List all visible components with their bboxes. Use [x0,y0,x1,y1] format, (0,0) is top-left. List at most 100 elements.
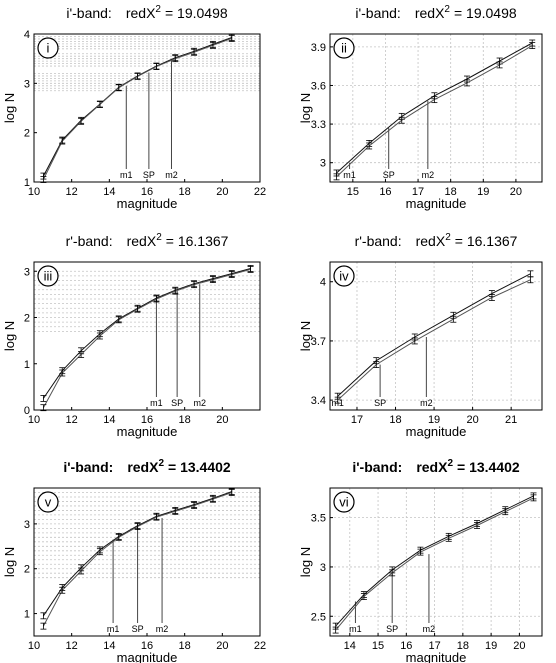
title-exponent: 2 [158,458,164,469]
series-line-2 [336,45,533,178]
marker-label-m2: m2 [422,170,435,180]
data-point [40,404,47,412]
data-point [96,332,103,340]
x-tick-label: 19 [485,640,497,652]
x-tick-label: 20 [513,640,525,652]
title-band: r'-band: [355,233,402,249]
x-tick-label: 18 [457,640,469,652]
series-line-1 [42,268,251,399]
y-tick-label: 3 [320,158,326,170]
y-tick-label: 3 [24,78,30,90]
marker-label-sp: SP [132,624,144,634]
panel-title: i'-band: redX2 = 19.0498 [66,4,228,21]
panel-ii: i'-band: redX2 = 19.0498 15 16 17 18 19 20 3 3.3 3.… [298,4,543,211]
data-point [527,276,534,284]
y-tick-label: 2 [24,128,30,140]
x-tick-label: 22 [254,186,266,198]
marker-label-m1: m1 [107,624,120,634]
data-point [527,270,534,278]
x-tick-label: 10 [28,186,40,198]
data-point [172,55,179,63]
y-tick-label: 2.5 [311,611,326,623]
y-axis-label: log N [298,547,313,577]
data-point [417,548,424,556]
x-axis-label: magnitude [406,424,467,439]
data-point [40,176,47,183]
data-point [134,73,141,80]
marker-label-sp: SP [143,170,155,180]
plot-frame [329,33,543,183]
y-tick-label: 1 [24,177,30,189]
data-point [172,287,179,295]
title-band: i'-band: [355,5,400,21]
y-tick-label: 3.5 [311,513,326,525]
x-tick-label: 20 [216,186,228,198]
panel-title: i'-band: redX2 = 13.4402 [352,458,520,475]
title-exponent: 2 [444,4,450,15]
x-tick-label: 17 [412,186,424,198]
data-point [411,337,418,345]
data-point [247,265,254,273]
data-point [450,315,457,323]
marker-label-sp: SP [383,170,395,180]
panel-title: r'-band: redX2 = 16.1367 [66,232,229,249]
y-tick-label: 1 [24,359,30,371]
panel-title: i'-band: redX2 = 13.4402 [63,458,231,475]
marker-label-m2: m2 [420,398,433,408]
series-line-1 [337,273,531,397]
data-point [191,502,198,509]
title-stat: redX [127,459,159,475]
title-band: i'-band: [352,459,402,475]
x-tick-label: 16 [400,640,412,652]
data-point [488,294,495,301]
x-tick-label: 20 [466,414,478,426]
data-point [496,61,503,69]
title-band: i'-band: [63,459,113,475]
x-tick-label: 10 [28,414,40,426]
series-line-2 [42,268,251,408]
x-axis-label: magnitude [406,196,467,211]
data-point [115,316,122,324]
y-axis-label: log N [2,321,17,351]
data-point [115,84,122,92]
plot-frame [33,261,261,411]
panel-badge [333,491,355,513]
data-point [332,626,339,634]
marker-label-m2: m2 [423,624,436,634]
title-stat: redX [415,5,445,21]
title-stat: redX [127,233,157,249]
panel-badge [333,37,355,59]
marker-label-m1: m1 [120,170,133,180]
data-point [209,41,216,49]
panel-roman-label: iv [339,269,349,284]
marker-label-m1: m1 [349,624,362,634]
data-point [398,116,405,124]
title-band: r'-band: [66,233,113,249]
data-point [96,101,103,108]
x-tick-label: 16 [141,186,153,198]
x-axis-label: magnitude [117,650,178,663]
data-point [502,508,509,516]
plot-frame [329,261,543,411]
data-point [530,494,537,502]
data-point [228,35,235,42]
series-line-2 [42,37,232,180]
x-tick-label: 16 [141,640,153,652]
data-point [115,533,122,541]
panel-iv: r'-band: redX2 = 16.1367 17 18 19 20 21 3.4 3.7 4 m… [298,232,543,439]
x-tick-label: 14 [103,640,115,652]
y-axis-label: log N [298,321,313,351]
x-tick-label: 17 [351,414,363,426]
data-point [463,79,470,87]
y-tick-label: 3 [24,266,30,278]
y-tick-label: 3 [24,519,30,531]
data-point [59,586,66,594]
title-stat: redX [416,233,446,249]
y-tick-label: 3 [320,562,326,574]
x-tick-label: 16 [141,414,153,426]
data-point [59,369,66,377]
x-tick-label: 15 [372,640,384,652]
